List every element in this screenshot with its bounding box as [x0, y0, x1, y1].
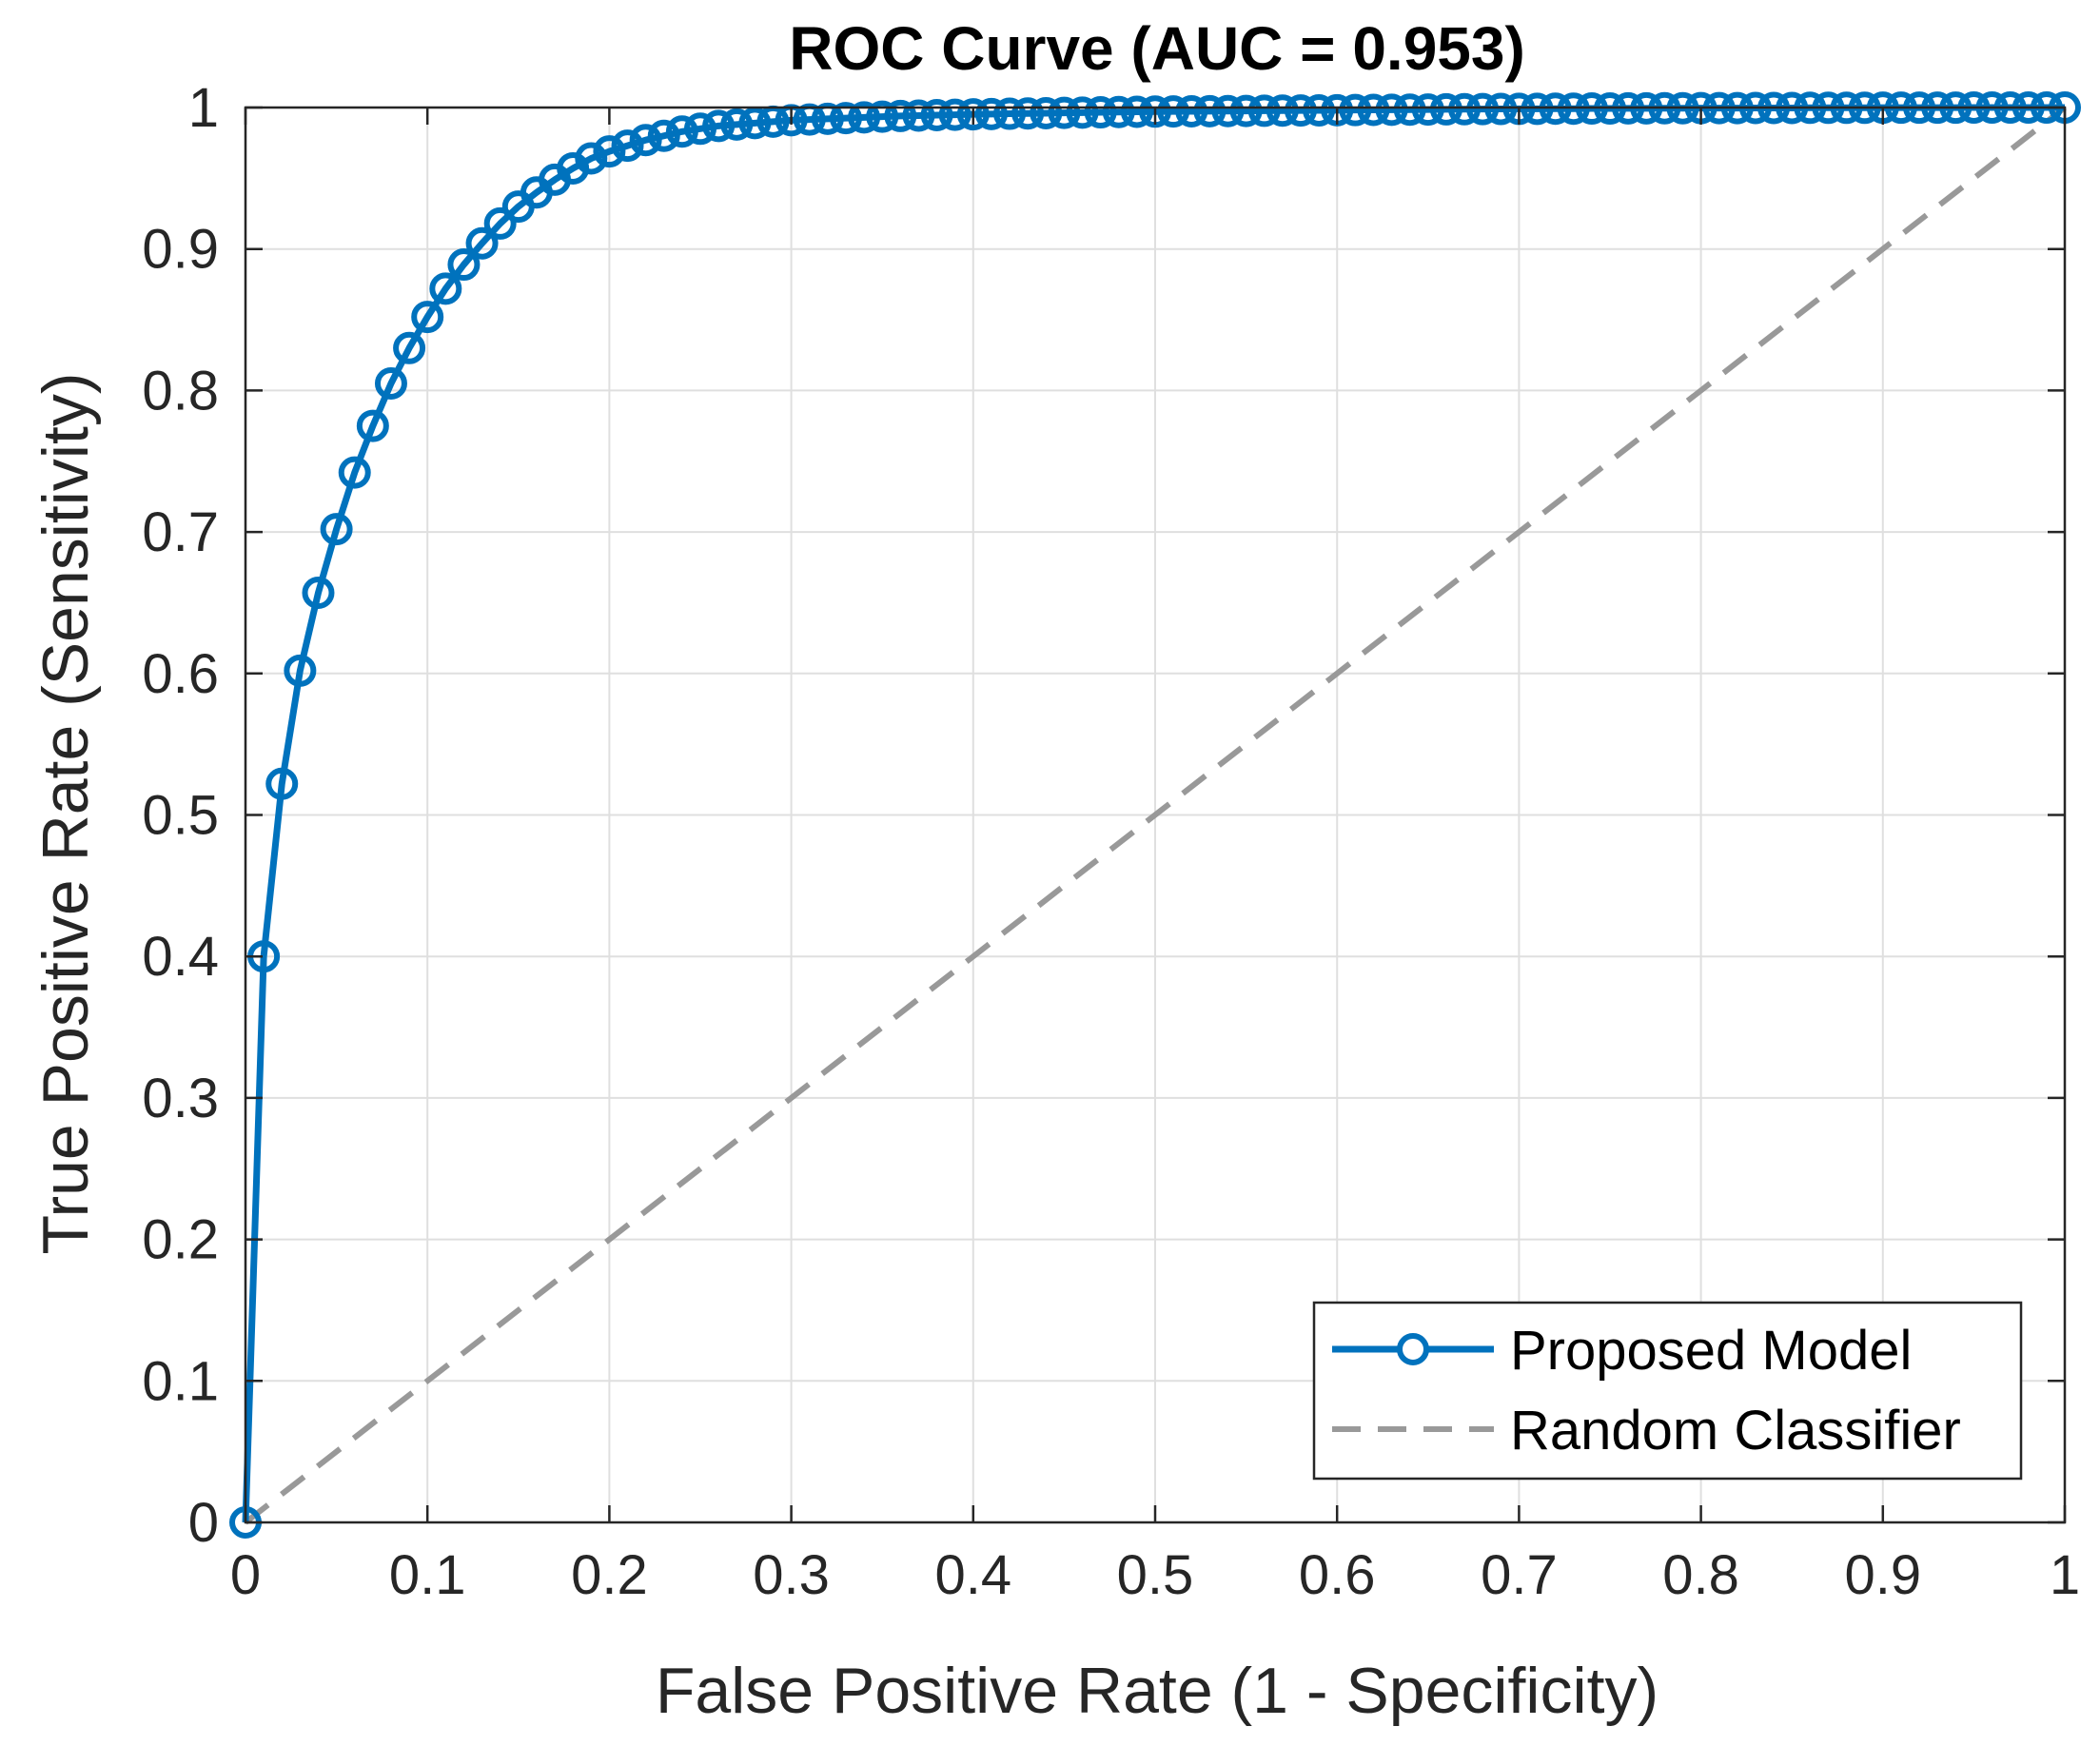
- legend: Proposed Model Random Classifier: [1312, 1301, 2023, 1481]
- data-point-proposed-model: [684, 112, 716, 146]
- data-point-proposed-model: [1339, 93, 1372, 127]
- y-tick-label: 0.2: [142, 1209, 219, 1271]
- data-point-proposed-model: [1193, 94, 1227, 128]
- data-point-proposed-model: [920, 99, 953, 132]
- data-point-proposed-model: [1229, 94, 1263, 128]
- data-point-proposed-model: [593, 135, 626, 168]
- y-tick-label: 0.9: [142, 219, 219, 281]
- data-point-proposed-model: [338, 456, 371, 489]
- data-point-proposed-model: [302, 577, 335, 610]
- legend-marker-proposed-model: [1397, 1333, 1429, 1365]
- data-point-proposed-model: [1102, 95, 1135, 128]
- data-point-proposed-model: [1011, 97, 1045, 130]
- data-point-proposed-model: [1175, 95, 1208, 128]
- data-point-proposed-model: [974, 97, 1008, 130]
- data-point-proposed-model: [848, 101, 881, 134]
- data-point-proposed-model: [1429, 92, 1462, 126]
- x-tick-label: 0.8: [1662, 1544, 1739, 1606]
- data-point-proposed-model: [320, 513, 353, 546]
- data-point-proposed-model: [884, 99, 917, 132]
- data-point-proposed-model: [411, 301, 444, 334]
- x-tick-label: 0.6: [1299, 1544, 1376, 1606]
- data-point-proposed-model: [720, 108, 754, 141]
- data-point-proposed-model: [1375, 93, 1408, 127]
- data-point-proposed-model: [374, 366, 407, 400]
- data-point-proposed-model: [1157, 95, 1190, 128]
- data-point-proposed-model: [356, 409, 389, 442]
- data-point-proposed-model: [265, 767, 299, 800]
- x-tick-label: 0.5: [1117, 1544, 1194, 1606]
- data-point-proposed-model: [1484, 92, 1518, 126]
- y-tick-label: 0: [188, 1492, 219, 1554]
- x-tick-label: 0.7: [1481, 1544, 1558, 1606]
- data-point-proposed-model: [993, 97, 1027, 130]
- data-point-proposed-model: [956, 98, 990, 131]
- x-tick-label: 0.3: [753, 1544, 830, 1606]
- data-point-proposed-model: [284, 654, 317, 687]
- data-point-proposed-model: [1048, 96, 1081, 129]
- y-tick-label: 0.6: [142, 643, 219, 705]
- data-point-proposed-model: [629, 124, 662, 157]
- legend-label-random-classifier: Random Classifier: [1510, 1400, 1961, 1462]
- y-tick-label: 0.5: [142, 785, 219, 847]
- legend-label-proposed-model: Proposed Model: [1510, 1320, 1912, 1382]
- series-line-random-classifier: [244, 105, 2067, 1525]
- x-axis-label: False Positive Rate (1 - Specificity): [656, 1655, 1658, 1727]
- y-tick-label: 0.3: [142, 1068, 219, 1129]
- data-point-proposed-model: [1357, 93, 1390, 127]
- data-point-proposed-model: [738, 107, 772, 140]
- data-point-proposed-model: [647, 119, 680, 152]
- y-tick-label: 0.7: [142, 501, 219, 563]
- data-point-proposed-model: [611, 129, 644, 163]
- data-point-proposed-model: [1393, 93, 1426, 127]
- data-point-proposed-model: [1448, 92, 1482, 126]
- data-point-proposed-model: [1247, 94, 1281, 128]
- data-point-proposed-model: [811, 102, 844, 135]
- chart-title: ROC Curve (AUC = 0.953): [789, 14, 1525, 83]
- data-point-proposed-model: [429, 272, 462, 305]
- data-point-proposed-model: [938, 98, 971, 131]
- data-point-proposed-model: [1521, 92, 1554, 126]
- axis-ticks: 0 0.1 0.2 0.3 0.4 0.5 0.6 0.7 0.8 0.9 1 0 0.1 0.2 0.3 0…: [142, 77, 2080, 1606]
- x-tick-label: 0.4: [934, 1544, 1011, 1606]
- data-point-proposed-model: [465, 226, 499, 260]
- data-point-proposed-model: [1084, 96, 1117, 129]
- data-point-proposed-model: [1139, 95, 1171, 128]
- data-point-proposed-model: [1466, 92, 1500, 126]
- data-point-proposed-model: [393, 331, 426, 364]
- x-tick-label: 0.1: [389, 1544, 466, 1606]
- legend-box: [1312, 1301, 2023, 1481]
- x-tick-label: 0.2: [571, 1544, 648, 1606]
- data-point-proposed-model: [575, 142, 608, 175]
- data-point-proposed-model: [665, 115, 698, 148]
- y-tick-label: 0.8: [142, 360, 219, 422]
- data-point-proposed-model: [1266, 94, 1299, 128]
- y-tick-label: 0.4: [142, 926, 219, 988]
- data-point-proposed-model: [902, 99, 935, 132]
- data-point-proposed-model: [1030, 96, 1063, 129]
- data-point-proposed-model: [866, 100, 899, 133]
- data-point-proposed-model: [793, 103, 826, 136]
- data-point-proposed-model: [829, 102, 862, 135]
- x-tick-label: 0: [230, 1544, 261, 1606]
- y-tick-label: 1: [188, 77, 219, 139]
- x-tick-label: 1: [2050, 1544, 2080, 1606]
- data-point-proposed-model: [483, 206, 517, 240]
- y-axis-label: True Positive Rate (Sensitivity): [29, 372, 102, 1254]
- data-point-proposed-model: [1411, 93, 1444, 127]
- x-tick-label: 0.9: [1844, 1544, 1921, 1606]
- data-point-proposed-model: [1211, 94, 1245, 128]
- data-point-proposed-model: [702, 109, 736, 143]
- y-tick-label: 0.1: [142, 1350, 219, 1412]
- data-point-proposed-model: [1284, 94, 1317, 128]
- data-point-proposed-model: [1120, 95, 1153, 128]
- data-point-proposed-model: [447, 248, 481, 282]
- data-point-proposed-model: [1066, 96, 1099, 129]
- data-point-proposed-model: [1303, 93, 1336, 127]
